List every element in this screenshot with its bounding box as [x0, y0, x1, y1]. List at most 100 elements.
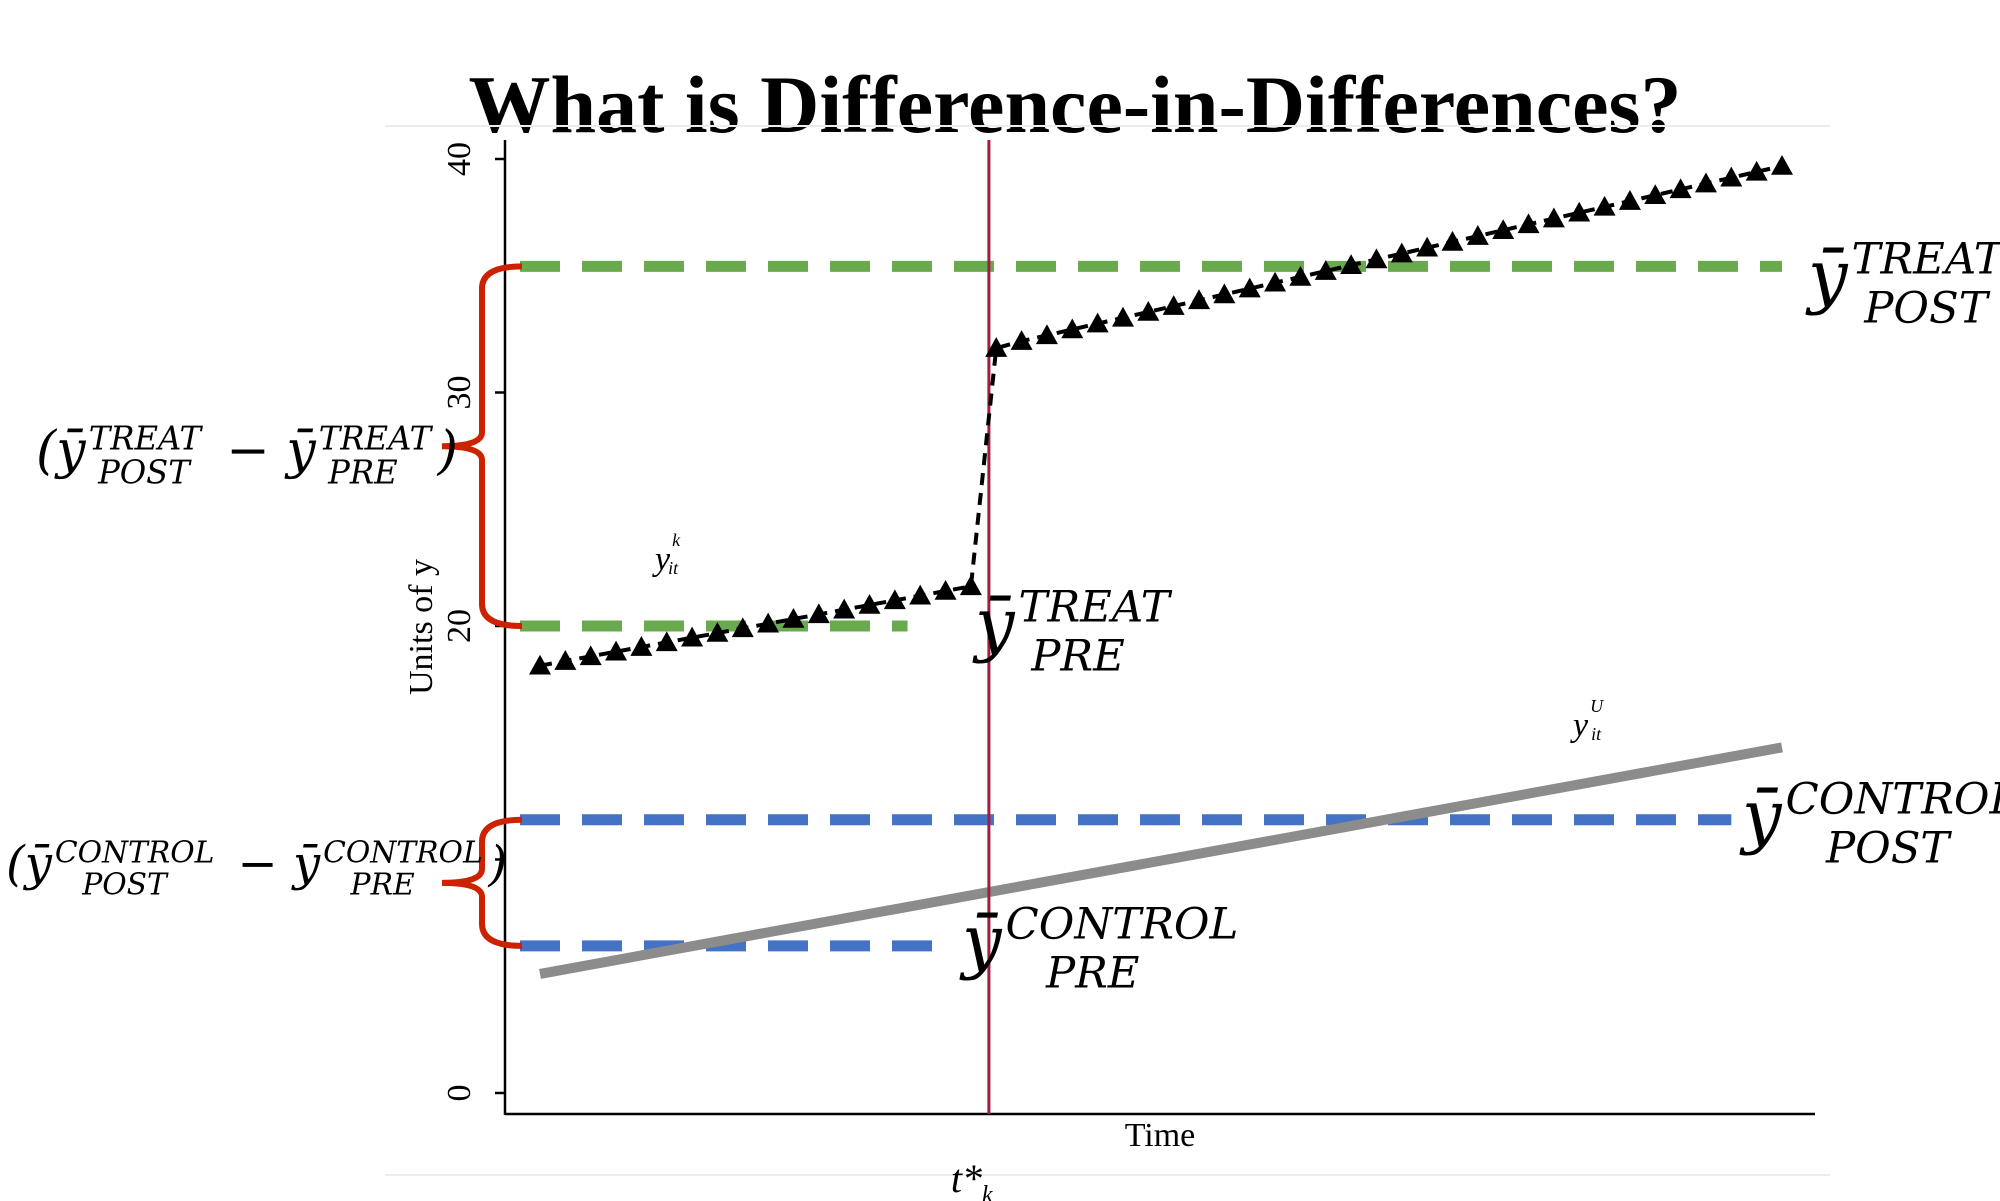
control-series-line	[539, 742, 1783, 979]
treated-series-point	[1035, 324, 1058, 345]
treated-series-point	[1390, 242, 1413, 263]
control-diff-label-y1: ȳ	[23, 836, 53, 892]
treated-series-point	[706, 622, 729, 642]
treated-series-point	[858, 593, 881, 614]
treat-diff-label-close: )	[437, 421, 458, 481]
treated-series-point	[1720, 166, 1743, 187]
treated-series-point	[1238, 277, 1261, 298]
treat-diff-label-y1: ȳ	[54, 421, 86, 481]
treated-series-label: yk it	[652, 530, 681, 578]
treated-series-point	[630, 636, 653, 656]
treated-series-point	[985, 337, 1008, 357]
treated-series-point	[934, 579, 957, 600]
treated-series-point	[1745, 160, 1768, 181]
treated-series-point	[1010, 330, 1033, 350]
treated-series-point	[1061, 318, 1084, 339]
control-diff-label-minus: −	[222, 836, 293, 892]
control-diff-label: (ȳ CONTROL POST − ȳ CONTROL PRE)	[6, 836, 507, 903]
treated-series-point	[1264, 271, 1287, 292]
control-series-label-sub: it	[1591, 724, 1602, 744]
treat-pre-label-sup: TREAT	[1019, 582, 1173, 632]
y-tick-label: 40	[441, 142, 478, 176]
treated-series-point	[1492, 219, 1515, 240]
treat-diff-label-y2: ȳ	[284, 421, 316, 481]
control-post-label: ȳCONTROL POST	[1739, 774, 2000, 873]
treated-series-point	[1593, 195, 1616, 216]
treated-series-point	[959, 575, 982, 596]
y-axis-label: Units of y	[403, 559, 440, 695]
control-post-label-sup: CONTROL	[1786, 774, 2000, 824]
treated-series-point	[681, 626, 704, 647]
treated-series-point	[1289, 265, 1312, 286]
control-diff-label-y2: ȳ	[291, 836, 321, 892]
treated-series-point	[1694, 172, 1717, 193]
treated-series-point	[1618, 190, 1641, 210]
control-pre-label-symbol: ȳ	[959, 900, 1003, 982]
control-diff-label-sup2: CONTROL	[323, 836, 483, 871]
treat-diff-brace	[441, 263, 523, 629]
treated-series-point	[1771, 155, 1793, 175]
treated-series-point	[731, 617, 754, 638]
treated-series-point	[605, 640, 628, 661]
control-diff-brace	[441, 816, 523, 949]
treated-series-point	[579, 645, 602, 666]
treat-post-label-symbol: ȳ	[1805, 235, 1849, 317]
control-diff-label-sub2: PRE	[350, 867, 415, 902]
treated-series-label-sup: k	[672, 530, 681, 550]
treated-series-point	[1162, 295, 1185, 315]
treated-series-point	[1517, 213, 1540, 234]
treated-series-point	[1669, 178, 1692, 199]
x-axis-label: Time	[1125, 1117, 1196, 1154]
treated-series-point	[1644, 184, 1667, 204]
treated-series-point	[1416, 236, 1439, 257]
treat-diff-label-sup2: TREAT	[319, 419, 434, 457]
treat-diff-label-minus: −	[210, 421, 287, 481]
treated-series-point	[1314, 260, 1337, 280]
treated-series-point	[883, 589, 906, 610]
control-series-label: yU it	[1570, 696, 1604, 744]
treated-series-point	[1441, 230, 1464, 251]
treated-series-point	[782, 607, 805, 628]
treated-series-point	[807, 603, 830, 624]
chart-title: What is Difference-in-Differences?	[468, 59, 1682, 150]
treated-series-point	[1568, 201, 1591, 222]
treated-series-point	[1542, 207, 1565, 228]
treated-series-point	[1137, 300, 1160, 321]
control-pre-label-sup: CONTROL	[1006, 899, 1239, 949]
treated-series-point	[1188, 289, 1211, 310]
y-tick-label: 0	[441, 1085, 478, 1102]
treated-series-point	[1086, 312, 1109, 333]
treated-series-label-sub: it	[668, 558, 679, 578]
treated-series-point	[1466, 225, 1489, 245]
control-series-label-main: y	[1570, 707, 1589, 744]
treated-series-point	[554, 650, 577, 670]
y-tick-label: 30	[441, 376, 478, 410]
control-post-label-sub: POST	[1825, 823, 1952, 873]
treatment-time-label: t*k	[951, 1156, 993, 1201]
treated-series-label-main: y	[652, 541, 671, 578]
control-diff-label-open: (	[6, 836, 26, 892]
treatment-time-label-sub: k	[982, 1182, 993, 1201]
treated-series-point	[1340, 254, 1363, 275]
treat-post-label: ȳTREAT POST	[1805, 234, 2000, 333]
treat-diff-label-sub2: PRE	[327, 454, 398, 492]
treat-diff-label-sup1: TREAT	[89, 419, 204, 457]
treated-series-point	[655, 631, 678, 652]
treat-pre-label-symbol: ȳ	[972, 583, 1016, 665]
treat-pre-label: ȳTREAT PRE	[972, 582, 1173, 681]
control-diff-label-close: )	[487, 836, 507, 892]
control-post-label-symbol: ȳ	[1739, 775, 1783, 857]
treated-series-point	[1111, 306, 1134, 327]
treated-series-point	[909, 584, 932, 605]
treat-diff-label-sub1: POST	[97, 454, 192, 492]
control-diff-label-sup1: CONTROL	[55, 836, 215, 871]
treated-series-point	[833, 598, 856, 619]
treated-series-point	[529, 654, 551, 675]
treatment-time-label-main: t*	[951, 1156, 982, 1201]
control-pre-label: ȳCONTROL PRE	[959, 899, 1238, 998]
treated-series-point	[757, 612, 780, 633]
control-series-label-sup: U	[1590, 696, 1604, 716]
treated-series-point	[1365, 248, 1388, 269]
treat-pre-label-sub: PRE	[1030, 631, 1125, 681]
